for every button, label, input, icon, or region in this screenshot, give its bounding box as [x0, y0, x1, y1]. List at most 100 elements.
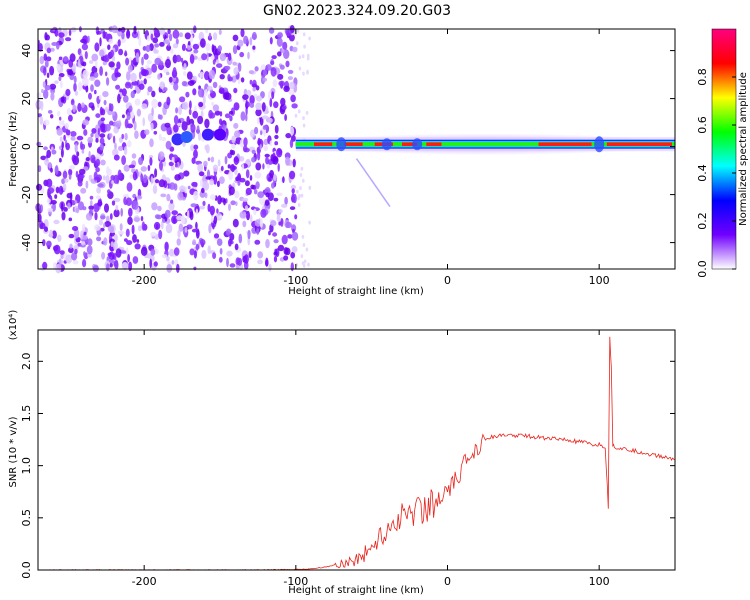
noise-speck [190, 144, 195, 152]
noise-speck [86, 245, 93, 255]
noise-speck [231, 135, 236, 144]
noise-speck [207, 157, 211, 162]
noise-speck [121, 88, 127, 97]
noise-speck [228, 170, 234, 181]
noise-speck [150, 122, 154, 131]
noise-speck [258, 195, 266, 206]
noise-speck [168, 201, 175, 211]
noise-speck [108, 102, 112, 112]
noise-speck [78, 168, 86, 175]
spectrogram-x-ticks: -200 -100 0 100 [132, 29, 610, 287]
noise-speck [149, 138, 154, 148]
noise-speck [161, 136, 167, 142]
noise-speck [224, 113, 231, 119]
noise-speck [99, 49, 105, 57]
band-core [538, 142, 592, 146]
noise-speck [89, 76, 96, 81]
noise-speck [42, 81, 46, 88]
noise-speck [154, 179, 160, 184]
colorbar-label: Normalized spectral amplitude [738, 72, 749, 226]
noise-speck [64, 122, 70, 129]
noise-speck [117, 93, 121, 104]
noise-speck [207, 85, 213, 91]
noise-speck [125, 197, 132, 206]
noise-speck [111, 200, 116, 206]
noise-speck [273, 239, 279, 244]
noise-speck [251, 33, 257, 40]
noise-speck [154, 49, 159, 54]
noise-speck [186, 224, 193, 230]
noise-speck [39, 56, 45, 65]
noise-speck [99, 137, 105, 145]
noise-speck [40, 100, 44, 111]
noise-speck [204, 118, 210, 129]
noise-speck [130, 72, 137, 82]
noise-speck [119, 223, 123, 231]
noise-speck [257, 259, 263, 265]
noise-speck [173, 115, 179, 125]
noise-speck [76, 135, 84, 141]
noise-speck [127, 64, 133, 73]
noise-speck [265, 238, 270, 249]
noise-speck [164, 40, 170, 44]
noise-speck [174, 163, 178, 168]
noise-speck [95, 138, 99, 143]
noise-speck [276, 192, 283, 197]
noise-speck [194, 182, 198, 188]
noise-speck [224, 155, 228, 165]
noise-speck [58, 258, 62, 268]
noise-speck [228, 238, 232, 247]
noise-speck [68, 233, 75, 239]
noise-speck [171, 210, 178, 216]
noise-speck [99, 66, 103, 76]
noise-speck [157, 101, 162, 108]
y-tick-label: 40 [20, 44, 33, 58]
noise-speck [273, 101, 279, 109]
noise-speck [46, 178, 53, 188]
snr-y-ticks: 0.0 0.5 1.0 1.5 2.0 [20, 353, 675, 579]
noise-speck [210, 156, 215, 163]
noise-speck [164, 122, 171, 128]
noise-speck [172, 67, 177, 76]
noise-speck [121, 114, 125, 119]
noise-speck [55, 41, 60, 50]
noise-speck [128, 164, 136, 169]
noise-speck [212, 223, 215, 230]
noise-speck [153, 221, 161, 230]
noise-speck [133, 25, 137, 35]
noise-speck [231, 165, 237, 170]
noise-speck [159, 114, 163, 120]
noise-speck [250, 214, 253, 223]
band-bulge [336, 137, 347, 152]
noise-speck [250, 184, 255, 190]
noise-speck [103, 237, 108, 246]
noise-speck [164, 209, 171, 219]
noise-speck [137, 30, 140, 40]
noise-speck [223, 198, 226, 206]
noise-speck [171, 156, 175, 163]
noise-speck [153, 130, 158, 135]
noise-speck [109, 231, 116, 237]
noise-speck [276, 147, 283, 158]
noise-speck [246, 210, 250, 221]
noise-speck [245, 158, 251, 166]
noise-speck [308, 36, 311, 41]
noise-speck [59, 157, 62, 163]
noise-region [35, 25, 312, 274]
noise-speck [242, 220, 247, 228]
noise-speck [195, 243, 199, 251]
noise-speck [70, 131, 77, 137]
noise-speck [229, 233, 235, 241]
noise-speck [132, 171, 138, 181]
noise-speck [65, 254, 73, 264]
noise-speck [272, 79, 278, 88]
y-tick-label: 0 [20, 143, 33, 150]
band-bulge [412, 138, 423, 151]
noise-speck [187, 185, 191, 190]
noise-speck [299, 173, 303, 177]
noise-speck [128, 207, 133, 217]
noise-speck [85, 157, 90, 162]
y-tick-label: -40 [20, 234, 33, 252]
noise-speck [49, 229, 53, 238]
noise-speck [82, 76, 89, 87]
